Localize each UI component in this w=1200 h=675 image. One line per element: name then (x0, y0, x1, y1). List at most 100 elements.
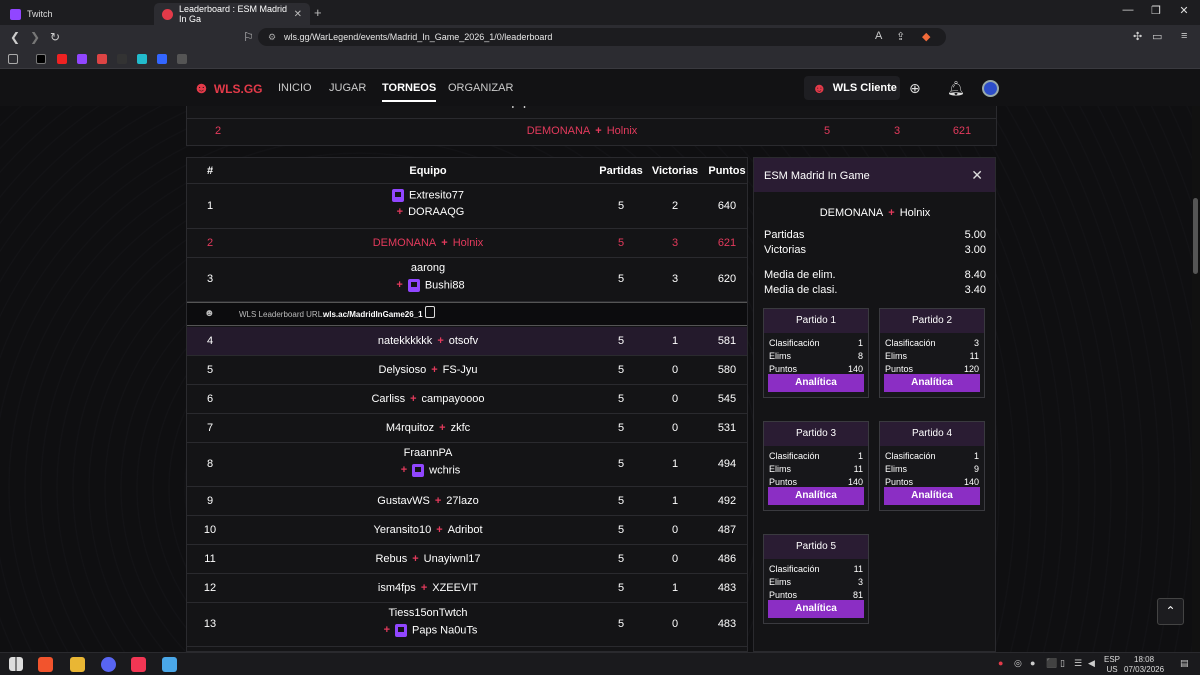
wls-client-button[interactable]: ☻ WLS Cliente (804, 76, 900, 100)
player-name[interactable]: Rebus (375, 553, 408, 565)
tab-twitch[interactable]: Twitch (2, 3, 152, 25)
new-tab-button[interactable]: + (314, 5, 322, 20)
bookmark-icon[interactable]: ⚐ (243, 30, 254, 44)
twitch-icon[interactable] (77, 54, 87, 64)
tab-leaderboard[interactable]: Leaderboard : ESM Madrid In Ga ✕ (154, 3, 310, 25)
player-name[interactable]: Delysioso (378, 364, 427, 376)
player-name[interactable]: Holnix (452, 237, 484, 249)
close-icon[interactable]: ✕ (971, 167, 983, 183)
twitch-icon[interactable] (412, 464, 425, 477)
reload-icon[interactable]: ↻ (50, 30, 61, 44)
player-name[interactable]: wchris (429, 464, 461, 477)
scrollbar[interactable] (1192, 106, 1200, 652)
bookmark-icon[interactable] (177, 54, 187, 64)
analytics-button[interactable]: Analítica (768, 487, 864, 505)
globe-icon[interactable]: ⊕ (909, 80, 921, 96)
table-row[interactable]: 2 DEMONANA + Holnix 5 3 621 (187, 229, 747, 258)
x-icon[interactable] (36, 54, 46, 64)
tray-icon[interactable]: ◎ (1014, 658, 1022, 668)
nav-jugar[interactable]: JUGAR (329, 82, 367, 94)
bookmark-icon[interactable] (117, 54, 127, 64)
back-icon[interactable]: ❮ (10, 30, 21, 44)
volume-icon[interactable]: ◀ (1088, 658, 1095, 668)
folder-icon[interactable] (70, 657, 85, 672)
menu-icon[interactable]: ≡ (1181, 30, 1188, 42)
player-name[interactable]: natekkkkkk (377, 335, 433, 347)
own-team-row[interactable]: 2 DEMONANA + Holnix 5 3 621 (187, 118, 996, 145)
wifi-icon[interactable]: ☰ (1074, 658, 1083, 668)
brave-shield-icon[interactable]: ◆ (922, 31, 931, 43)
close-tab-icon[interactable]: ✕ (293, 8, 302, 20)
player-name[interactable]: Bushi88 (424, 279, 465, 292)
table-row[interactable]: 7 M4rquitoz + zkfc 5 0 531 (187, 414, 747, 443)
tray-icon[interactable]: ● (1030, 658, 1036, 668)
player-name[interactable]: DEMONANA (372, 237, 437, 249)
extensions-icon[interactable]: ✣ (1133, 31, 1143, 43)
translate-icon[interactable]: A (875, 30, 883, 42)
player-name[interactable]: aarong (410, 262, 446, 274)
bookmark-icon[interactable] (157, 54, 167, 64)
table-row[interactable]: 9 GustavWS +27lazo 5 1 492 (187, 487, 747, 516)
minimize-button[interactable]: — (1122, 4, 1134, 16)
player-name[interactable]: M4rquitoz (385, 422, 435, 434)
language-indicator[interactable]: ESP US (1104, 655, 1120, 675)
table-row[interactable]: 8 FraannPA + wchris 5 1 494 (187, 443, 747, 487)
player-name[interactable]: DORAAQG (408, 206, 465, 218)
player-name[interactable]: Yeransito10 (373, 524, 432, 536)
table-row[interactable]: 12 ism4fps + XZEEVIT 5 1 483 (187, 574, 747, 603)
forward-icon[interactable]: ❯ (30, 30, 41, 44)
nav-inicio[interactable]: INICIO (278, 82, 312, 94)
sidebar-icon[interactable]: ▭ (1152, 31, 1163, 43)
bookmark-icon[interactable] (137, 54, 147, 64)
player-name[interactable]: Adribot (447, 524, 483, 536)
notification-icon[interactable]: ▤ (1180, 658, 1189, 668)
table-row[interactable]: 13 Tiess15onTwtch + Paps Na0uTs 5 0 483 (187, 603, 747, 647)
player-name[interactable]: Extresito77 (408, 189, 465, 202)
twitch-icon[interactable] (407, 279, 420, 292)
share-icon[interactable]: ⇪ (896, 31, 906, 43)
url-input[interactable]: ⚙ wls.gg/WarLegend/events/Madrid_In_Game… (258, 28, 946, 46)
discord-icon[interactable] (101, 657, 116, 672)
youtube-icon[interactable] (57, 54, 67, 64)
brave-icon[interactable] (38, 657, 53, 672)
table-row[interactable]: 3 aarong + Bushi88 5 3 620 (187, 258, 747, 302)
tray-icon[interactable]: ⬛ (1046, 658, 1058, 668)
app-icon[interactable] (162, 657, 177, 672)
table-row[interactable]: 6 Carliss + campayoooo 5 0 545 (187, 385, 747, 414)
player-name[interactable]: Tiess15onTwtch (388, 607, 468, 619)
player-name[interactable]: otsofv (448, 335, 479, 347)
nav-organizar[interactable]: ORGANIZAR (448, 82, 514, 94)
close-window-button[interactable]: ✕ (1179, 5, 1189, 17)
maximize-button[interactable]: ❐ (1151, 5, 1161, 17)
player-name[interactable]: campayoooo (421, 393, 485, 405)
copy-icon[interactable] (425, 306, 435, 318)
site-logo[interactable]: ☻ WLS.GG (193, 80, 263, 98)
player-name[interactable]: zkfc (450, 422, 471, 434)
bell-icon[interactable]: 🔔︎ (947, 80, 965, 96)
player-name[interactable]: GustavWS (377, 495, 430, 507)
table-row[interactable]: 11 Rebus + Unayiwnl17 5 0 486 (187, 545, 747, 574)
player-name[interactable]: Unayiwnl17 (423, 553, 481, 565)
gmail-icon[interactable] (97, 54, 107, 64)
player-name[interactable]: ism4fps (377, 582, 416, 594)
player-name[interactable]: FS-Jyu (442, 364, 478, 376)
player-name[interactable]: Carliss (371, 393, 406, 405)
scrollbar-thumb[interactable] (1193, 198, 1198, 274)
avatar[interactable] (982, 80, 999, 97)
site-info-icon[interactable]: ⚙ (268, 32, 277, 42)
windows-start-icon[interactable] (9, 657, 23, 671)
apps-grid-icon[interactable] (8, 54, 18, 64)
nav-torneos[interactable]: TORNEOS (382, 82, 437, 102)
music-icon[interactable] (131, 657, 146, 672)
table-row[interactable]: 5 Delysioso + FS-Jyu 5 0 580 (187, 356, 747, 385)
analytics-button[interactable]: Analítica (884, 487, 980, 505)
player-name[interactable]: 27lazo (446, 495, 479, 507)
table-row[interactable]: 4 natekkkkkk + otsofv 5 1 581 (187, 327, 747, 356)
twitch-icon[interactable] (395, 624, 407, 637)
twitch-icon[interactable] (391, 189, 404, 202)
wls-tray-icon[interactable]: ● (998, 658, 1004, 668)
table-row[interactable]: 10 Yeransito10 + Adribot 5 0 487 (187, 516, 747, 545)
tray-icon[interactable]: ▯ (1060, 658, 1065, 668)
player-name[interactable]: XZEEVIT (432, 582, 479, 594)
player-name[interactable]: FraannPA (403, 447, 453, 459)
